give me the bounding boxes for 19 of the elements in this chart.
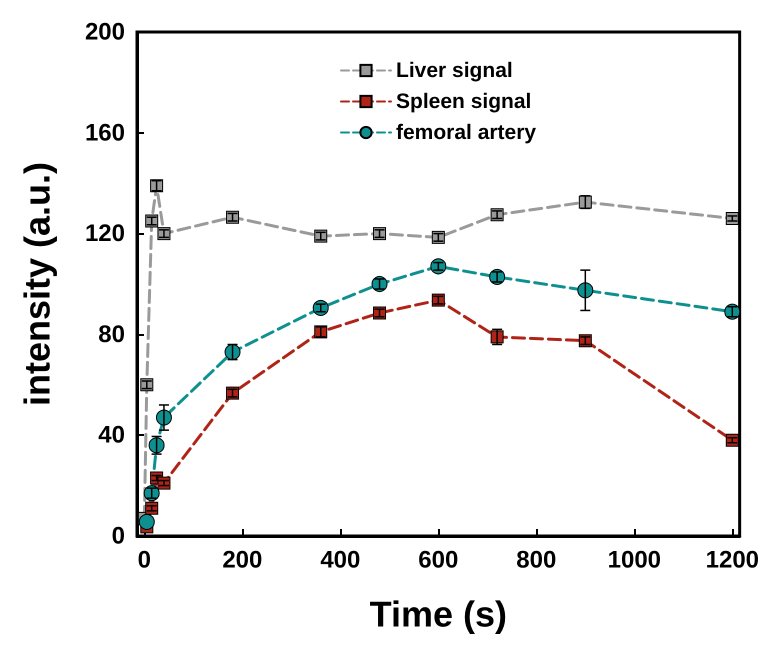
x-tick-label: 0	[138, 546, 152, 574]
y-tick-label: 200	[84, 18, 125, 46]
y-tick-label: 0	[112, 522, 125, 550]
point	[138, 514, 155, 530]
y-axis-title: intensity (a.u.)	[16, 162, 58, 406]
x-tick-label: 800	[516, 546, 556, 574]
y-tick-label: 120	[84, 220, 125, 248]
y-tick-label: 160	[84, 119, 125, 146]
x-axis-title: Time (s)	[370, 594, 508, 634]
x-tick-label: 600	[418, 546, 458, 574]
x-tick-label: 1000	[608, 546, 662, 574]
x-tick-label: 200	[222, 546, 262, 574]
x-tick-label: 1200	[706, 546, 759, 574]
legend-label: Spleen signal	[396, 90, 532, 113]
y-tick-label: 80	[98, 320, 125, 348]
legend-label: Liver signal	[396, 59, 513, 82]
x-tick-label: 400	[320, 546, 360, 574]
y-tick-label: 40	[98, 422, 125, 449]
legend-label: femoral artery	[396, 121, 536, 144]
